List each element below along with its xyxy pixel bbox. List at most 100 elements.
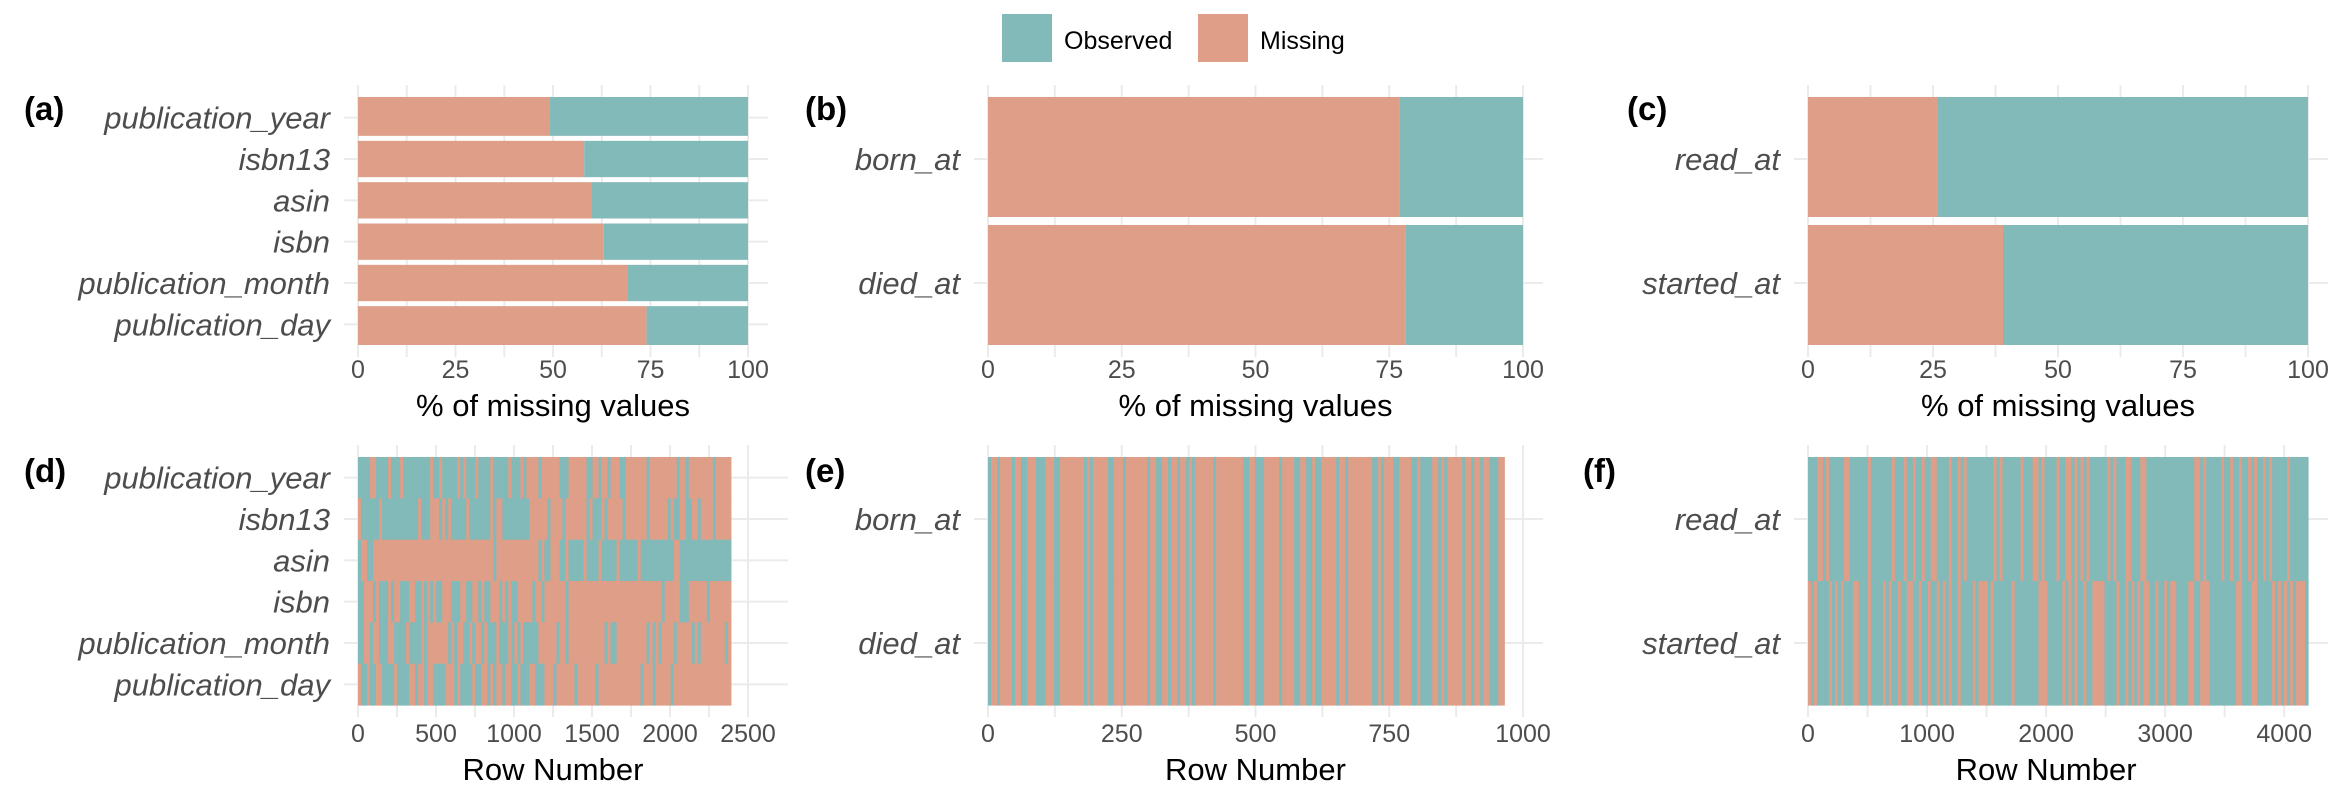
cell-born_at [1255,457,1259,582]
cell-read_at [2239,457,2243,582]
cell-asin [670,539,675,582]
cell-asin [637,539,642,582]
cell-started_at [2026,581,2031,706]
cell-publication_day [511,663,515,706]
cell-isbn [685,581,690,623]
cell-started_at [2149,581,2153,706]
cell-publication_year [373,457,377,499]
cell-started_at [1822,581,1827,706]
cell-publication_day [556,663,561,706]
cell-publication_day [697,663,702,706]
cell-publication_day [586,663,591,706]
cell-died_at [1300,581,1304,706]
cell-publication_year [409,457,413,499]
cell-isbn [373,581,377,623]
cell-publication_day [538,663,543,706]
cell-started_at [1957,581,1962,706]
cell-born_at [1144,457,1148,582]
cell-publication_day [649,663,654,706]
cell-died_at [1255,581,1259,706]
cell-born_at [1051,457,1055,582]
cell-asin [559,539,564,582]
cell-publication_month [625,622,630,665]
cell-publication_month [655,622,660,665]
cell-died_at [1246,581,1250,706]
cell-read_at [1981,457,1986,582]
cell-publication_year [694,457,699,499]
cell-asin [622,539,627,582]
cell-read_at [2233,457,2237,582]
cell-publication_day [634,663,639,706]
cell-died_at [1336,581,1340,706]
cell-isbn13 [403,498,407,541]
cell-died_at [1474,581,1478,706]
cell-publication_day [607,663,612,706]
cell-publication_month [670,622,675,665]
cell-born_at [1342,457,1346,582]
cell-publication_year [547,457,552,499]
cell-isbn13 [565,498,570,541]
cell-publication_day [442,663,446,706]
cell-died_at [1465,581,1469,706]
cell-born_at [1309,457,1313,582]
cell-publication_month [610,622,615,665]
cell-isbn13 [409,498,413,541]
cell-started_at [2050,581,2055,706]
cell-publication_month [598,622,603,665]
cell-died_at [1078,581,1082,706]
cell-asin [493,539,497,582]
cell-started_at [1867,581,1872,706]
cell-publication_day [568,663,573,706]
cell-read_at [1954,457,1959,582]
cell-publication_year [481,457,485,499]
cell-publication_day [532,663,536,706]
cell-started_at [2065,581,2070,706]
cell-started_at [1936,581,1941,706]
cell-isbn [385,581,389,623]
cell-born_at [1291,457,1295,582]
cell-asin [556,539,561,582]
cell-isbn [454,581,458,623]
cell-died_at [1066,581,1070,706]
cell-born_at [1432,457,1436,582]
cell-isbn13 [598,498,603,541]
cell-asin [598,539,603,582]
cell-publication_year [439,457,443,499]
cell-born_at [1021,457,1025,582]
cell-asin [424,539,428,582]
cell-born_at [1213,457,1217,582]
cell-publication_day [547,663,552,706]
cell-publication_month [538,622,543,665]
cell-born_at [1279,457,1283,582]
cell-isbn13 [496,498,500,541]
cell-read_at [2110,457,2114,582]
cell-born_at [1387,457,1391,582]
cell-publication_day [463,663,467,706]
x-tick-label: 500 [1235,720,1277,748]
cell-isbn [586,581,591,623]
cell-born_at [1381,457,1385,582]
cell-read_at [1822,457,1827,582]
cell-publication_month [418,622,422,665]
cell-read_at [1840,457,1845,582]
cell-isbn [664,581,669,623]
cell-asin [601,539,606,582]
cell-started_at [2284,581,2288,706]
cell-started_at [1849,581,1854,706]
cell-publication_month [691,622,696,665]
cell-publication_year [523,457,527,499]
cell-died_at [1009,581,1013,706]
cell-died_at [1453,581,1457,706]
cell-born_at [1396,457,1400,582]
cell-read_at [2284,457,2288,582]
cell-publication_month [718,622,723,665]
cell-isbn13 [493,498,497,541]
cell-born_at [1321,457,1325,582]
cell-isbn [445,581,449,623]
cell-publication_month [511,622,515,665]
cell-died_at [1435,581,1439,706]
cell-started_at [1987,581,1992,706]
cell-isbn13 [379,498,383,541]
cell-read_at [1819,457,1824,582]
cell-read_at [1834,457,1839,582]
